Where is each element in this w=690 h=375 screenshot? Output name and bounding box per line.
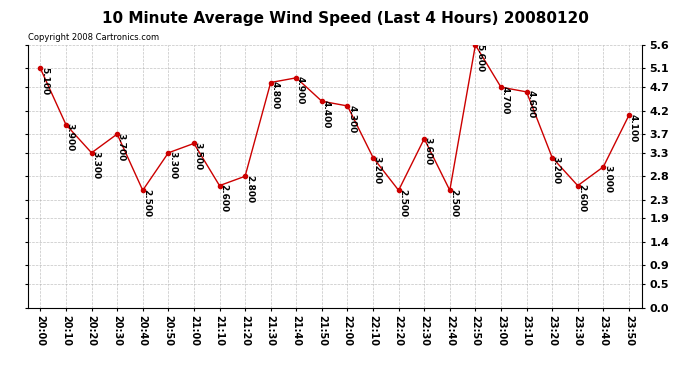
- Text: 4.800: 4.800: [270, 81, 279, 110]
- Text: 10 Minute Average Wind Speed (Last 4 Hours) 20080120: 10 Minute Average Wind Speed (Last 4 Hou…: [101, 11, 589, 26]
- Text: 3.200: 3.200: [373, 156, 382, 184]
- Text: 3.000: 3.000: [603, 165, 612, 194]
- Text: 3.500: 3.500: [194, 142, 203, 170]
- Text: 2.800: 2.800: [245, 175, 254, 203]
- Text: 3.300: 3.300: [168, 152, 177, 180]
- Text: 2.600: 2.600: [219, 184, 228, 212]
- Text: 2.600: 2.600: [578, 184, 586, 212]
- Text: 3.700: 3.700: [117, 133, 126, 161]
- Text: 4.400: 4.400: [322, 100, 331, 128]
- Text: 2.500: 2.500: [142, 189, 151, 217]
- Text: 4.100: 4.100: [629, 114, 638, 142]
- Text: 4.900: 4.900: [296, 76, 305, 105]
- Text: 2.500: 2.500: [398, 189, 407, 217]
- Text: 3.900: 3.900: [66, 123, 75, 152]
- Text: 4.300: 4.300: [347, 105, 356, 133]
- Text: Copyright 2008 Cartronics.com: Copyright 2008 Cartronics.com: [28, 33, 159, 42]
- Text: 5.100: 5.100: [40, 67, 49, 95]
- Text: 4.700: 4.700: [501, 86, 510, 114]
- Text: 3.200: 3.200: [552, 156, 561, 184]
- Text: 2.500: 2.500: [449, 189, 458, 217]
- Text: 3.600: 3.600: [424, 137, 433, 165]
- Text: 4.600: 4.600: [526, 90, 535, 119]
- Text: 3.300: 3.300: [91, 152, 100, 180]
- Text: 5.600: 5.600: [475, 44, 484, 72]
